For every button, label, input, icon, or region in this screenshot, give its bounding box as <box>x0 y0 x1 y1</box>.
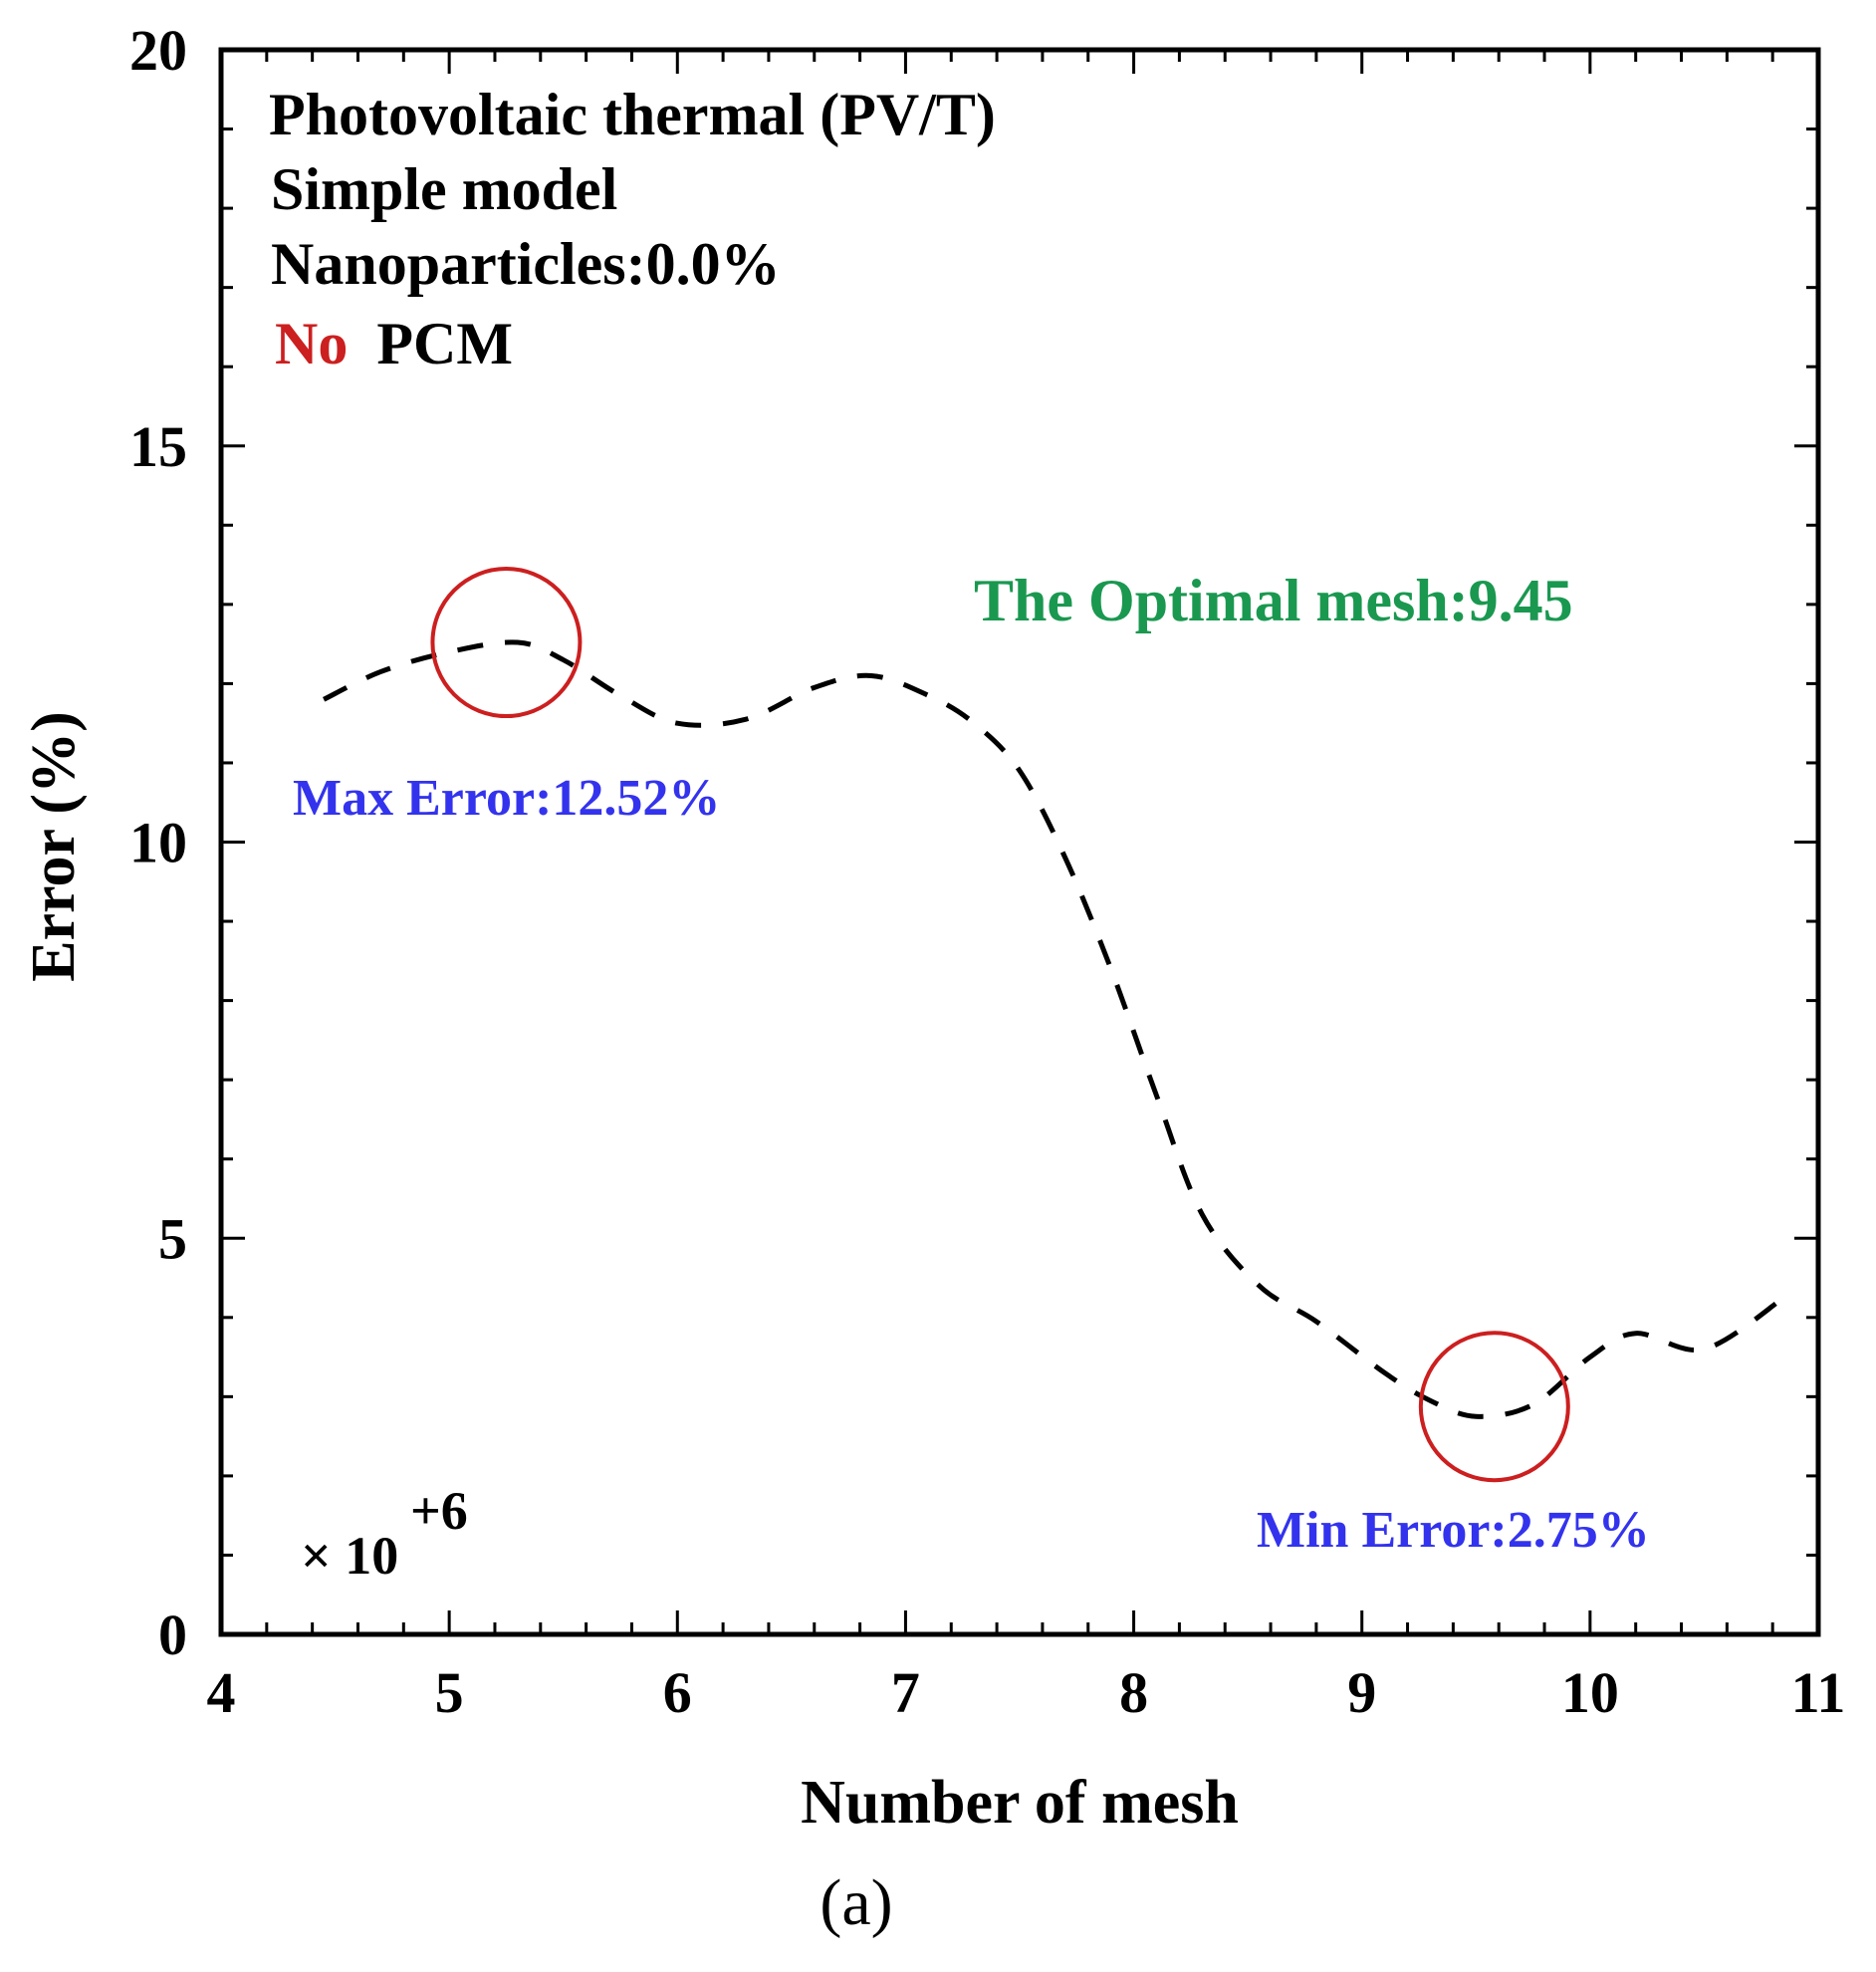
x-tick-label: 5 <box>435 1660 464 1725</box>
series-line <box>323 639 1786 1419</box>
legend-no: No <box>275 311 348 376</box>
legend-line2: Simple model <box>271 156 617 222</box>
y-tick-label: 0 <box>158 1602 187 1667</box>
x-tick-label: 6 <box>663 1660 692 1725</box>
x-tick-label: 7 <box>891 1660 920 1725</box>
panel-label: (a) <box>820 1866 892 1939</box>
y-tick-label: 10 <box>129 811 187 875</box>
min-error-circle <box>1418 1331 1570 1483</box>
y-tick-labels: 0 5 10 15 20 <box>129 18 187 1667</box>
optimal-mesh-annotation: The Optimal mesh:9.45 <box>974 568 1573 633</box>
legend-line3: Nanoparticles:0.0% <box>271 231 781 297</box>
x-axis-title: Number of mesh <box>801 1769 1239 1837</box>
min-error-annotation: Min Error:2.75% <box>1257 1502 1650 1559</box>
x-tick-label: 9 <box>1347 1660 1376 1725</box>
x-tick-label: 8 <box>1119 1660 1148 1725</box>
y-tick-label: 20 <box>129 18 187 83</box>
y-tick-label: 5 <box>158 1206 187 1271</box>
y-tick-label: 15 <box>129 414 187 479</box>
y-axis-title: Error (%) <box>20 711 88 981</box>
legend-line4: No PCM <box>275 311 513 376</box>
x-tick-label: 10 <box>1561 1660 1619 1725</box>
plot-frame <box>218 47 1821 1637</box>
x-tick-label: 4 <box>207 1660 236 1725</box>
x-tick-labels: 4 5 6 7 8 9 10 11 <box>207 1660 1846 1725</box>
legend-pcm: PCM <box>376 311 513 376</box>
x-tick-label: 11 <box>1791 1660 1846 1725</box>
x-multiplier-exponent: +6 <box>410 1481 468 1541</box>
tick-marks <box>219 48 1820 1636</box>
legend-line1: Photovoltaic thermal (PV/T) <box>269 82 996 147</box>
max-error-annotation: Max Error:12.52% <box>293 770 720 827</box>
x-multiplier: × 10 <box>301 1526 398 1586</box>
max-error-circle <box>430 567 583 719</box>
